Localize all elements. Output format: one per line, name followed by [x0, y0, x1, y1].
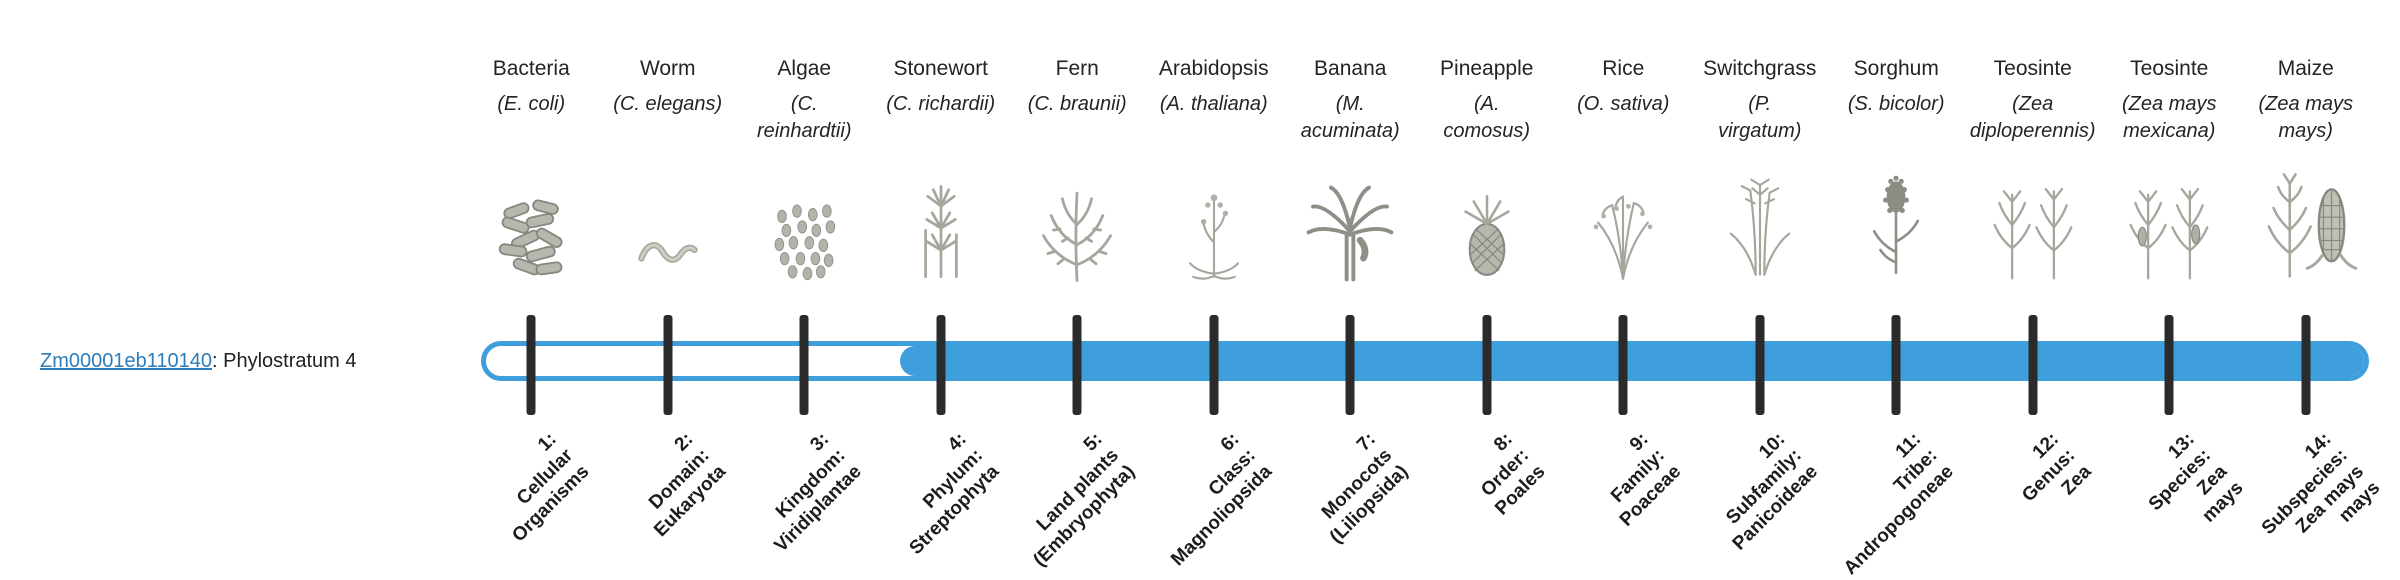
stratum-label: 3: Kingdom: Viridiplantae	[770, 428, 867, 557]
organism-scientific-name: (Zea mays mays)	[2258, 93, 2353, 142]
stratum-tick-5	[1072, 315, 1082, 415]
stratum-label: 7: Monocots (Liliopsida)	[1317, 428, 1413, 548]
bacteria-icon	[476, 151, 586, 285]
organism-name: Stonewort	[893, 57, 989, 80]
stratum-tick-8	[1482, 315, 1492, 415]
organism-name: Teosinte	[2130, 57, 2209, 80]
stratum-label: 9: Family: Poaceae	[1606, 428, 1686, 531]
stratum-tick-6	[1209, 315, 1219, 415]
teosinte-diploperennis-icon	[1975, 151, 2091, 285]
organism-scientific-name: (M. acuminata)	[1300, 93, 1400, 142]
organism-scientific-name: (Zea mays mexicana)	[2122, 93, 2217, 142]
maize-icon	[2248, 151, 2364, 285]
organism-name: Banana	[1314, 57, 1387, 80]
organism-scientific-name: (C. richardii)	[886, 93, 996, 115]
organism-scientific-name: (C. elegans)	[613, 93, 723, 115]
organism-header-row: Bacteria (E. coli)	[463, 56, 2374, 285]
gene-label: Zm00001eb110140: Phylostratum 4	[40, 349, 357, 373]
organism-name: Rice	[1602, 57, 1645, 80]
switchgrass-icon	[1706, 151, 1814, 285]
organism-scientific-name: (Zea diploperennis)	[1969, 93, 2096, 142]
organism-column: Rice (O. sativa)	[1555, 56, 1692, 285]
sorghum-icon	[1844, 151, 1948, 285]
organism-column: Arabidopsis (A. thaliana)	[1146, 56, 1283, 285]
arabidopsis-icon	[1162, 151, 1266, 285]
organism-column: Stonewort (C. richardii)	[873, 56, 1010, 285]
stratum-label: 6: Class: Magnoliopsida	[1167, 428, 1277, 571]
organism-scientific-name: (A. comosus)	[1443, 93, 1531, 142]
rice-icon	[1569, 151, 1677, 285]
stratum-label: 11: Tribe: Andropogoneae	[1840, 428, 1959, 580]
organism-column: Sorghum (S. bicolor)	[1828, 56, 1965, 285]
organism-name: Maize	[2277, 57, 2334, 80]
organism-column: Worm (C. elegans)	[600, 56, 737, 285]
stratum-tick-13	[2164, 315, 2174, 415]
organism-name: Algae	[777, 57, 832, 80]
stratum-tick-12	[2028, 315, 2038, 415]
fern-icon	[1021, 151, 1133, 285]
stratum-tick-2	[663, 315, 673, 415]
organism-name: Pineapple	[1440, 57, 1534, 80]
stonewort-icon	[886, 151, 996, 285]
stratum-tick-3	[799, 315, 809, 415]
gene-id-link[interactable]: Zm00001eb110140	[40, 350, 212, 372]
organism-scientific-name: (C. braunii)	[1027, 93, 1127, 115]
organism-name: Teosinte	[1993, 57, 2072, 80]
stratum-label: 1: Cellular Organisms	[508, 428, 594, 547]
organism-name: Switchgrass	[1703, 57, 1817, 80]
pineapple-icon	[1436, 151, 1538, 285]
organism-scientific-name: (S. bicolor)	[1847, 93, 1945, 115]
stratum-label: 4: Phylum: Streptophyta	[905, 428, 1004, 559]
stratum-tick-11	[1891, 315, 1901, 415]
phylostratum-bar	[481, 341, 2369, 381]
organism-scientific-name: (O. sativa)	[1577, 93, 1670, 115]
stratum-tick-10	[1755, 315, 1765, 415]
worm-icon	[613, 151, 723, 285]
organism-column: Fern (C. braunii)	[1009, 56, 1146, 285]
organism-column: Teosinte (Zea mays mexicana)	[2101, 56, 2238, 285]
organism-scientific-name: (P. virgatum)	[1718, 93, 1802, 142]
organism-scientific-name: (A. thaliana)	[1159, 93, 1268, 115]
organism-name: Worm	[639, 57, 696, 80]
organism-column: Maize (Zea mays mays)	[2238, 56, 2375, 285]
organism-column: Pineapple (A. comosus)	[1419, 56, 1556, 285]
banana-icon	[1292, 151, 1408, 285]
stratum-tick-14	[2301, 315, 2311, 415]
stratum-tick-1	[526, 315, 536, 415]
algae-icon	[752, 151, 856, 285]
organism-name: Arabidopsis	[1158, 57, 1269, 80]
stratum-label: 14: Subspecies: Zea mays mays	[2257, 428, 2385, 539]
stratum-tick-9	[1618, 315, 1628, 415]
stratum-tick-7	[1345, 315, 1355, 415]
stratum-label: 12: Genus: Zea	[2017, 428, 2096, 507]
organism-scientific-name: (E. coli)	[497, 93, 566, 115]
organism-scientific-name: (C. reinhardtii)	[757, 93, 852, 142]
stratum-label: 5: Land plants (Embryophyta)	[1029, 428, 1140, 571]
stratum-label: 10: Subfamily: Panicoideae	[1722, 428, 1823, 555]
organism-name: Fern	[1055, 57, 1099, 80]
organism-column: Teosinte (Zea diploperennis)	[1965, 56, 2102, 285]
organism-column: Bacteria (E. coli)	[463, 56, 600, 285]
organism-column: Banana (M. acuminata)	[1282, 56, 1419, 285]
phylostratum-bar-fill	[900, 346, 2364, 376]
stratum-label: 8: Order: Poales	[1476, 428, 1550, 520]
organism-name: Sorghum	[1853, 57, 1939, 80]
teosinte-mexicana-icon	[2111, 151, 2227, 285]
stratum-label: 13: Species: Zea mays	[2144, 428, 2248, 527]
gene-phylostratum-text: : Phylostratum 4	[212, 350, 357, 372]
organism-column: Algae (C. reinhardtii)	[736, 56, 873, 285]
stratum-label: 2: Domain: Eukaryota	[645, 428, 731, 542]
organism-column: Switchgrass (P. virgatum)	[1692, 56, 1829, 285]
stratum-tick-4	[936, 315, 946, 415]
organism-name: Bacteria	[492, 57, 570, 80]
